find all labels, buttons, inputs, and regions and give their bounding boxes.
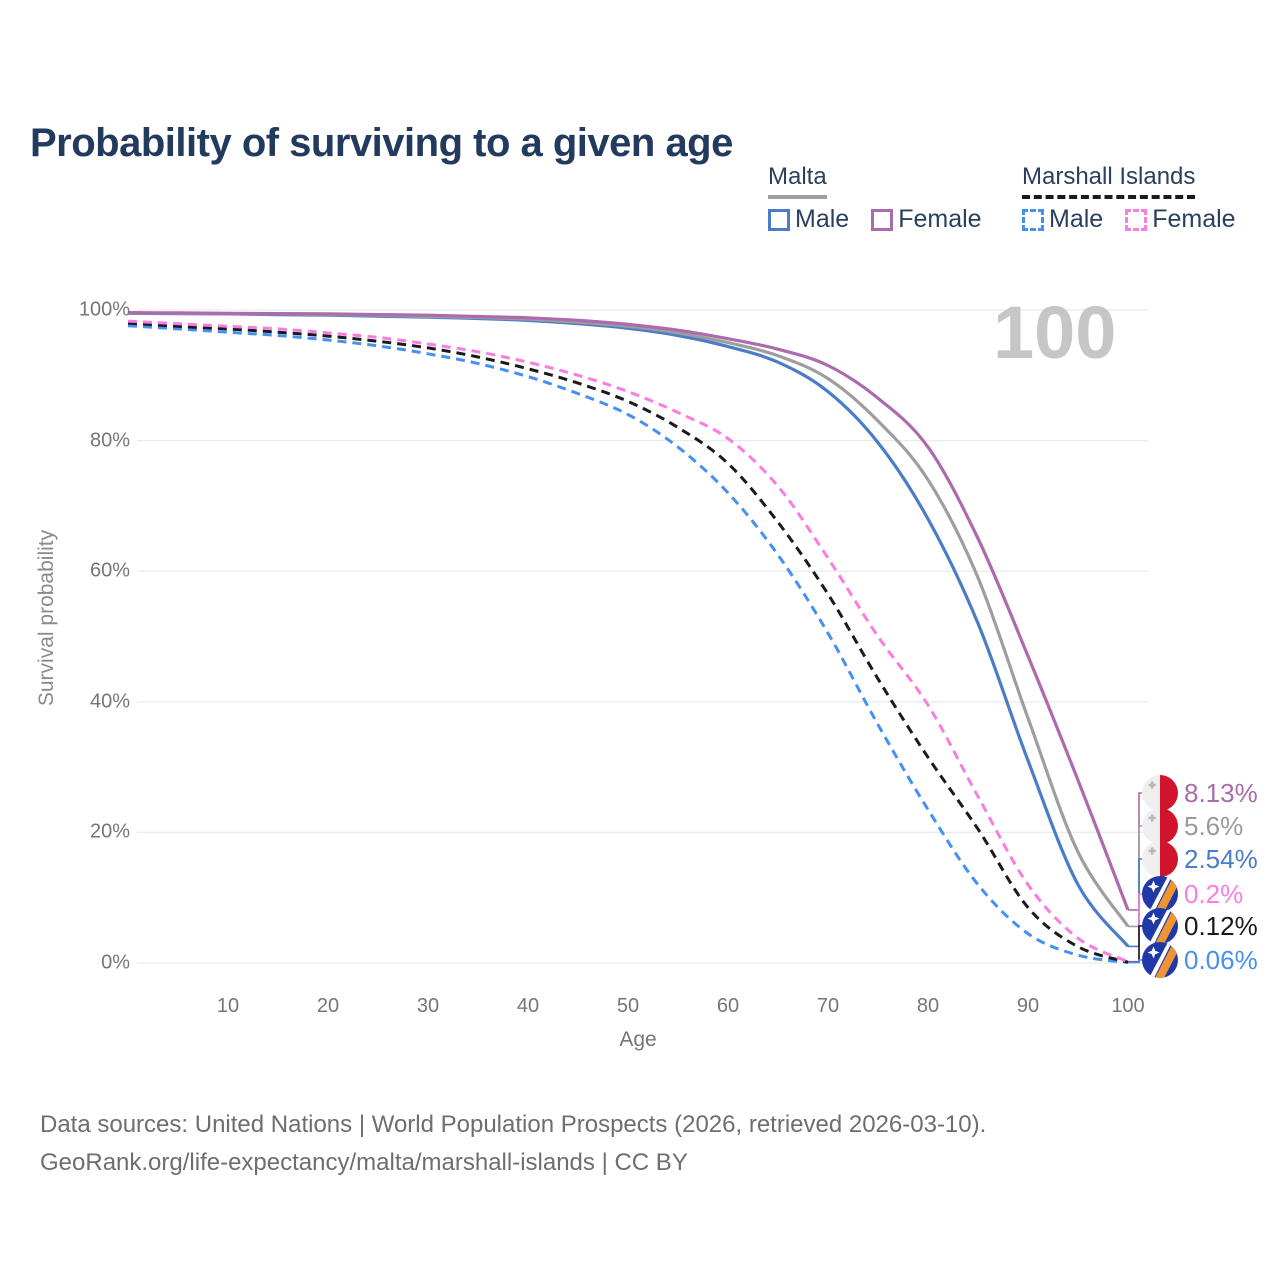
x-tick-30: 30 [416, 995, 440, 1017]
survival-curve-marshall-islands-male [127, 324, 1129, 965]
footer: Data sources: United Nations | World Pop… [40, 1106, 986, 1183]
legend-item-malta-male[interactable]: Male [768, 205, 849, 234]
end-value-label: 8.13% [1184, 777, 1258, 808]
end-label-marshall-islands-both: 0.12% [1142, 908, 1258, 944]
y-axis-title: Survival probability [35, 529, 58, 707]
end-label-marshall-islands-female: 0.2% [1142, 876, 1243, 912]
survival-curve-malta-male [127, 311, 1130, 948]
y-tick-0%: 0% [101, 951, 130, 974]
legend-header-marshall-islands[interactable]: Marshall Islands [1022, 163, 1196, 199]
end-label-marshall-islands-male: 0.06% [1142, 942, 1258, 978]
end-value-label: 2.54% [1184, 843, 1258, 874]
y-tick-20%: 20% [89, 820, 130, 843]
x-axis-title: Age [619, 1028, 657, 1051]
x-tick-80: 80 [916, 995, 940, 1017]
malta-flag-icon [1142, 775, 1178, 811]
legend-group-malta[interactable]: Malta [768, 163, 827, 199]
x-tick-40: 40 [516, 995, 540, 1017]
x-tick-20: 20 [316, 995, 340, 1017]
survival-curve-marshall-islands-both [127, 321, 1129, 964]
x-tick-70: 70 [816, 995, 840, 1017]
end-label-malta-both: 5.6% [1142, 808, 1243, 844]
legend-item-malta-female[interactable]: Female [871, 205, 982, 234]
malta-flag-icon [1142, 808, 1178, 844]
y-tick-60%: 60% [89, 559, 130, 582]
age-watermark: 100 [993, 291, 1117, 374]
marshall-islands-flag-icon [1142, 908, 1178, 944]
survival-curve-malta-female [127, 311, 1130, 911]
dashed-pink-line-swatch [1125, 208, 1148, 231]
end-value-label: 0.06% [1184, 944, 1258, 975]
end-value-label: 0.2% [1184, 878, 1244, 909]
legend-label-mi-female: Female [1152, 205, 1236, 233]
x-tick-90: 90 [1016, 995, 1040, 1017]
legend-item-mi-male[interactable]: Male [1022, 205, 1103, 234]
solid-purple-line-swatch [871, 208, 894, 231]
legend-header-malta[interactable]: Malta [768, 163, 827, 199]
legend-items-marshall-islands: Male Female [1022, 205, 1236, 234]
end-label-malta-male: 2.54% [1142, 841, 1258, 877]
dashed-blue-line-swatch [1022, 208, 1044, 231]
page-title: Probability of surviving to a given age [30, 120, 733, 165]
end-label-malta-female: 8.13% [1142, 775, 1258, 811]
x-tick-100: 100 [1111, 995, 1145, 1017]
x-tick-60: 60 [716, 995, 740, 1017]
attribution-line: GeoRank.org/life-expectancy/malta/marsha… [40, 1149, 688, 1177]
legend-item-mi-female[interactable]: Female [1125, 205, 1236, 234]
legend-label-malta-male: Male [795, 205, 850, 233]
y-tick-100%: 100% [78, 298, 130, 321]
end-value-label: 0.12% [1184, 910, 1258, 941]
y-tick-40%: 40% [89, 690, 130, 713]
legend-label-mi-male: Male [1049, 205, 1104, 233]
data-sources-line: Data sources: United Nations | World Pop… [40, 1111, 987, 1138]
malta-flag-icon [1142, 841, 1178, 877]
end-value-label: 5.6% [1184, 810, 1244, 841]
marshall-islands-flag-icon [1142, 876, 1178, 912]
legend-items-malta: Male Female [768, 205, 982, 234]
legend-label-malta-female: Female [898, 205, 982, 233]
x-tick-10: 10 [216, 995, 240, 1017]
survival-curve-marshall-islands-female [127, 319, 1129, 964]
x-tick-50: 50 [616, 995, 640, 1017]
legend-group-marshall-islands[interactable]: Marshall Islands [1022, 163, 1196, 199]
solid-blue-line-swatch [768, 208, 790, 231]
marshall-islands-flag-icon [1142, 942, 1178, 978]
y-tick-80%: 80% [89, 429, 130, 452]
